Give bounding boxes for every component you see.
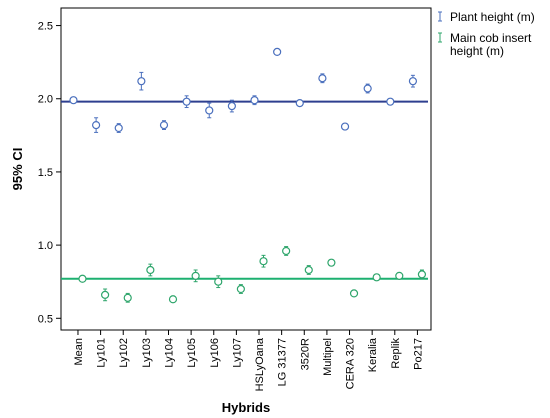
data-point — [214, 277, 223, 286]
x-tick-label: Ly103 — [141, 338, 153, 368]
x-axis-title: Hybrids — [222, 400, 270, 415]
y-tick-label: 2.5 — [38, 21, 53, 33]
data-point — [304, 265, 313, 275]
y-tick-label: 1.0 — [38, 240, 53, 252]
data-point — [295, 99, 304, 108]
y-axis: 0.5 1.0 1.5 2.0 2.5 — [38, 21, 61, 325]
x-tick-label: Ly107 — [231, 338, 243, 368]
data-point — [250, 96, 259, 105]
x-tick-label: HSLyOana — [254, 337, 266, 391]
x-tick-label: Ly102 — [118, 338, 130, 368]
data-point — [372, 273, 381, 282]
y-tick-label: 0.5 — [38, 313, 53, 325]
x-tick-label: Ly104 — [163, 338, 175, 368]
data-point — [386, 97, 395, 106]
data-point — [182, 97, 191, 106]
data-marks — [69, 47, 427, 304]
legend-label: Plant height (m) — [450, 10, 535, 24]
x-tick-label: CERA 320 — [345, 338, 357, 389]
x-tick-label: Ly105 — [186, 338, 198, 368]
data-point — [349, 289, 359, 298]
x-tick-label: 3520R — [299, 338, 311, 370]
data-point — [159, 120, 169, 130]
data-point — [69, 96, 78, 105]
legend-label-line: height (m) — [450, 44, 504, 58]
data-point — [417, 270, 427, 279]
y-tick-label: 2.0 — [38, 94, 53, 106]
y-tick-label: 1.5 — [38, 167, 53, 179]
data-point — [273, 47, 282, 57]
data-point — [146, 265, 155, 275]
x-tick-label: Keralia — [367, 337, 379, 372]
data-point — [168, 295, 178, 304]
data-point — [236, 284, 245, 294]
legend: Plant height (m) Main cob insert height (m… — [438, 10, 535, 58]
data-point — [282, 246, 291, 256]
data-point — [205, 106, 214, 115]
mean-reference-lines — [61, 100, 428, 280]
data-point — [114, 123, 123, 133]
data-point — [318, 74, 327, 83]
data-point — [191, 271, 200, 280]
data-point — [340, 122, 350, 131]
x-tick-label: LG 31377 — [277, 338, 289, 386]
data-point — [408, 77, 418, 86]
x-tick-label: Multipel — [322, 338, 334, 376]
data-point — [227, 101, 236, 111]
plot-area-frame — [60, 7, 432, 331]
data-point — [78, 274, 87, 283]
data-point — [363, 84, 372, 93]
data-point — [259, 257, 268, 266]
x-tick-label: Po217 — [412, 338, 424, 370]
data-point — [137, 77, 146, 86]
data-point — [395, 271, 404, 280]
legend-label-line: Main cob insert — [450, 31, 532, 45]
x-tick-label: Ly101 — [96, 338, 108, 368]
x-axis: Mean Ly101 Ly102 Ly103 Ly104 Ly105 Ly106 Ly107 H… — [73, 330, 424, 391]
cob-height-series — [78, 246, 427, 304]
legend-label: Main cob insert height (m) — [450, 31, 532, 58]
x-tick-label: Replik — [390, 338, 402, 369]
y-axis-title: 95% CI — [10, 148, 25, 191]
x-tick-label: Mean — [73, 338, 85, 366]
data-point — [101, 290, 110, 299]
data-point — [123, 293, 132, 302]
data-point — [92, 120, 101, 130]
data-point — [327, 258, 336, 267]
x-tick-label: Ly106 — [209, 338, 221, 368]
plant-height-series — [69, 47, 418, 133]
